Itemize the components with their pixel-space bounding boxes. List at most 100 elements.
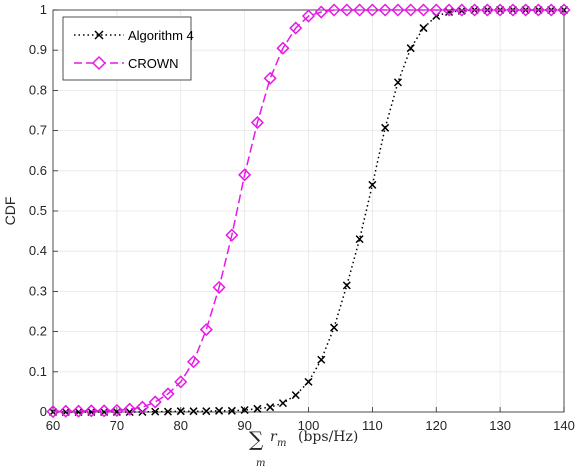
legend-marker-crown [91, 55, 107, 71]
y-tick-label: 1 [40, 2, 47, 17]
data-point-diamond-marker [276, 41, 290, 55]
data-point-diamond-marker [391, 3, 405, 17]
data-point-x-marker [176, 407, 185, 416]
x-axis-label: ∑ m r m (bps/Hz) [249, 427, 358, 469]
x-tick-label: 90 [237, 418, 251, 433]
data-point-diamond-marker [199, 323, 213, 337]
data-point-diamond-marker [174, 375, 188, 389]
y-axis-label: CDF [2, 197, 18, 226]
data-point-diamond-marker [416, 3, 431, 17]
x-tick-label: 140 [553, 418, 575, 433]
series-crown [46, 3, 571, 419]
data-point-x-marker [189, 407, 198, 416]
data-point-x-marker [163, 407, 173, 416]
y-tick-label: 0.9 [29, 42, 47, 57]
data-point-diamond-marker [301, 9, 316, 23]
x-tick-label: 60 [46, 418, 60, 433]
x-tick-label: 120 [425, 418, 447, 433]
data-point-diamond-marker [544, 3, 558, 17]
data-point-x-marker [304, 377, 313, 386]
data-point-diamond-marker [212, 280, 226, 294]
data-point-x-marker [202, 407, 211, 416]
data-point-diamond-marker [429, 3, 443, 17]
data-point-diamond-marker [531, 3, 546, 17]
data-point-diamond-marker [135, 400, 149, 414]
legend-label-crown: CROWN [128, 56, 179, 71]
axis-ticks: 60 70 80 90 100 110 120 130 140 0 0.1 0.2 0.3 0.4 0.5 0… [29, 2, 575, 433]
x-tick-label: 100 [298, 418, 320, 433]
legend-box [62, 16, 192, 81]
y-tick-label: 0.8 [29, 82, 47, 97]
y-tick-label: 0.3 [29, 283, 47, 298]
data-point-diamond-marker [404, 3, 418, 17]
data-point-diamond-marker [455, 3, 469, 17]
x-tick-label: 130 [489, 418, 511, 433]
data-point-diamond-marker [480, 3, 494, 17]
data-point-x-marker [368, 180, 377, 189]
data-point-diamond-marker [442, 3, 456, 17]
data-point-x-marker [381, 123, 390, 132]
x-tick-label: 80 [174, 418, 188, 433]
data-point-diamond-marker [493, 3, 507, 17]
data-point-diamond-marker [289, 21, 303, 35]
legend-marker-algorithm4 [94, 30, 104, 40]
data-point-diamond-marker [250, 115, 264, 130]
x-tick-label: 110 [362, 418, 383, 433]
data-point-x-marker [227, 406, 236, 415]
data-point-x-marker [215, 406, 224, 415]
data-point-diamond-marker [110, 403, 124, 417]
data-point-x-marker [291, 391, 300, 400]
x-axis-label-variable-subscript: m [277, 438, 286, 449]
y-tick-label: 0.2 [29, 324, 47, 339]
data-point-diamond-marker [365, 3, 379, 17]
data-point-diamond-marker [84, 404, 98, 418]
y-tick-label: 0.4 [29, 243, 47, 258]
data-point-diamond-marker [148, 395, 162, 409]
data-point-x-marker [125, 407, 134, 417]
data-point-diamond-marker [506, 3, 520, 17]
legend-label-algorithm4: Algorithm 4 [128, 28, 194, 43]
legend: Algorithm 4 CROWN [62, 16, 194, 81]
data-point-diamond-marker [557, 3, 571, 17]
x-tick-label: 70 [110, 418, 124, 433]
data-point-x-marker [406, 44, 415, 53]
data-point-diamond-marker [161, 387, 175, 401]
data-point-diamond-marker [123, 402, 137, 416]
data-point-x-marker [393, 78, 402, 87]
data-point-diamond-marker [340, 3, 354, 17]
data-point-x-marker [253, 404, 262, 413]
y-tick-label: 0 [40, 404, 47, 419]
data-point-diamond-marker [71, 404, 86, 418]
x-axis-label-sum: ∑ [249, 427, 264, 451]
data-point-diamond-marker [46, 405, 60, 419]
y-tick-label: 0.1 [29, 364, 47, 379]
x-axis-label-unit: (bps/Hz) [298, 429, 358, 445]
data-point-diamond-marker [314, 5, 328, 19]
y-tick-label: 0.6 [29, 163, 47, 178]
data-point-diamond-marker [519, 3, 533, 17]
series-layer [46, 3, 571, 419]
data-point-diamond-marker [378, 3, 392, 17]
data-point-x-marker [240, 405, 249, 415]
data-point-diamond-marker [263, 71, 277, 85]
data-point-x-marker [342, 281, 351, 290]
data-point-diamond-marker [225, 228, 239, 242]
data-point-diamond-marker [327, 3, 341, 17]
data-point-diamond-marker [353, 3, 367, 17]
data-point-x-marker [355, 235, 364, 244]
data-point-x-marker [151, 407, 160, 416]
data-point-x-marker [317, 355, 326, 364]
data-point-diamond-marker [59, 404, 73, 418]
data-point-x-marker [266, 403, 275, 412]
data-point-diamond-marker [186, 355, 201, 369]
data-point-x-marker [419, 24, 428, 33]
data-point-x-marker [278, 399, 287, 408]
data-point-diamond-marker [238, 168, 252, 182]
y-tick-label: 0.5 [29, 203, 47, 218]
x-axis-label-variable: r [270, 429, 278, 445]
x-axis-label-sum-index: m [256, 458, 265, 469]
data-point-diamond-marker [97, 404, 111, 418]
data-point-x-marker [330, 323, 339, 332]
data-point-diamond-marker [468, 3, 482, 17]
